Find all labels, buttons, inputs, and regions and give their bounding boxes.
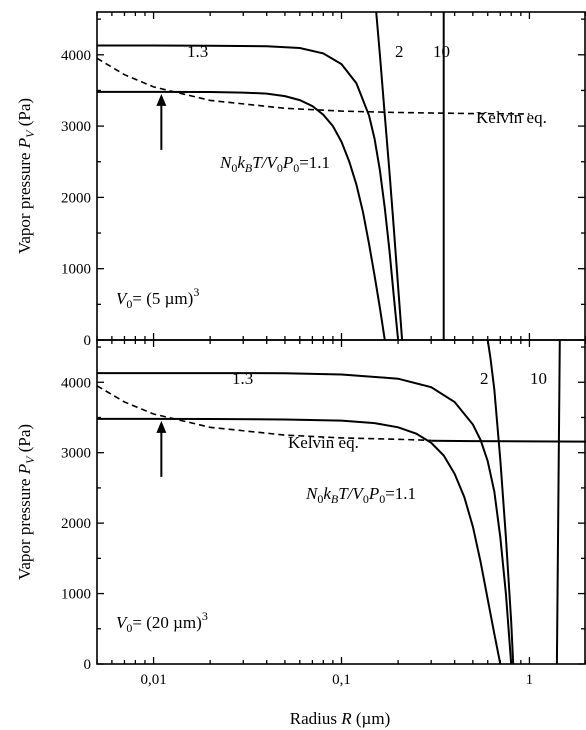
- bottom-arrow-head: [156, 420, 167, 433]
- bottom-y-tick-label: 3000: [61, 446, 91, 462]
- bottom-ratio-label: N0kBT/V0P0=1.1: [305, 484, 416, 506]
- top-series-1-1: [97, 90, 386, 340]
- bottom-y-tick-label: 4000: [61, 375, 91, 391]
- bottom-series-2: [486, 340, 515, 664]
- bottom-y-tick-label: 0: [84, 657, 92, 673]
- bottom-volume-label: V0= (20 µm)3: [116, 609, 208, 635]
- top-label-1-3: 1.3: [187, 42, 208, 61]
- top-label-2: 2: [395, 42, 404, 61]
- bottom-label-10: 10: [530, 369, 547, 388]
- bottom-y-tick-label: 2000: [61, 516, 91, 532]
- bottom-label-2: 2: [480, 369, 489, 388]
- bottom-kelvin-label: Kelvin eq.: [288, 433, 359, 452]
- top-volume-label: V0= (5 µm)3: [116, 285, 199, 311]
- top-y-axis-title: Vapor pressure PV (Pa): [15, 98, 37, 254]
- top-y-tick-label: 4000: [61, 48, 91, 64]
- bottom-series-kelvin-eq: [97, 385, 432, 442]
- x-axis-title: Radius R (µm): [290, 709, 390, 728]
- bottom-y-tick-label: 1000: [61, 587, 91, 603]
- bottom-panel: 0 1000 2000 3000 4000 0,01 0,1 1: [61, 339, 586, 688]
- bottom-label-1-3: 1.3: [232, 369, 253, 388]
- top-series-1-3: [97, 44, 400, 340]
- bottom-series-10: [555, 340, 561, 664]
- bottom-series-kelvin-eq-tail: [431, 439, 586, 443]
- bottom-y-axis-title: Vapor pressure PV (Pa): [15, 424, 37, 580]
- top-label-10: 10: [433, 42, 450, 61]
- top-series-2: [375, 12, 404, 340]
- bottom-x-tick-label: 1: [526, 672, 534, 688]
- top-y-tick-label: 1000: [61, 262, 91, 278]
- bottom-series-1-3: [97, 372, 513, 664]
- bottom-x-tick-label: 0,1: [332, 672, 351, 688]
- top-y-tick-label: 2000: [61, 190, 91, 206]
- top-y-tick-label: 0: [84, 333, 92, 349]
- top-kelvin-label: Kelvin eq.: [476, 108, 547, 127]
- bottom-series-1-1: [97, 417, 502, 664]
- top-ratio-label: N0kBT/V0P0=1.1: [219, 153, 330, 175]
- bottom-x-tick-label: 0,01: [140, 672, 166, 688]
- top-series-kelvin-eq: [97, 57, 530, 115]
- top-y-tick-label: 3000: [61, 119, 91, 135]
- top-arrow-head: [156, 93, 167, 106]
